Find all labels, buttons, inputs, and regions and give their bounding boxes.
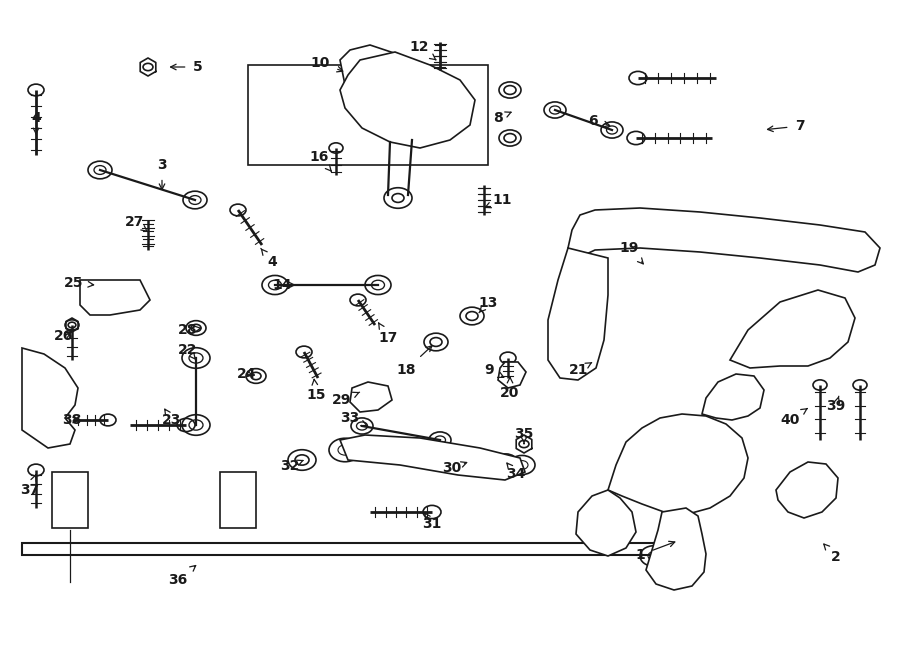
- Text: 4: 4: [261, 249, 277, 269]
- Text: 29: 29: [332, 392, 360, 407]
- Polygon shape: [776, 462, 838, 518]
- Text: 23: 23: [162, 409, 182, 427]
- Polygon shape: [340, 52, 475, 148]
- Text: 27: 27: [125, 215, 148, 231]
- Text: 15: 15: [306, 379, 326, 402]
- Polygon shape: [730, 290, 855, 368]
- Polygon shape: [80, 280, 150, 315]
- Text: 7: 7: [768, 119, 805, 133]
- Text: 5: 5: [171, 60, 202, 74]
- Text: 9: 9: [484, 363, 504, 377]
- Text: 30: 30: [443, 461, 467, 475]
- Polygon shape: [340, 45, 415, 105]
- Bar: [220, 472, 256, 528]
- Text: 40: 40: [780, 408, 807, 427]
- Polygon shape: [608, 414, 748, 514]
- Polygon shape: [498, 362, 526, 388]
- Bar: [248, 65, 488, 165]
- Bar: [22, 543, 666, 555]
- Text: 37: 37: [21, 475, 40, 497]
- Polygon shape: [576, 490, 636, 556]
- Text: 13: 13: [478, 296, 498, 313]
- Text: 6: 6: [589, 114, 609, 128]
- Text: 28: 28: [178, 323, 201, 337]
- Text: 36: 36: [168, 566, 195, 587]
- Text: 33: 33: [340, 411, 367, 426]
- Text: 8: 8: [493, 111, 511, 125]
- Text: 38: 38: [62, 413, 82, 427]
- Text: 10: 10: [310, 56, 343, 72]
- Text: 19: 19: [619, 241, 644, 264]
- Text: 2: 2: [824, 544, 841, 564]
- Text: 26: 26: [54, 329, 74, 343]
- Text: 1: 1: [635, 541, 675, 562]
- Text: 32: 32: [280, 459, 303, 473]
- Text: 18: 18: [396, 346, 432, 377]
- Text: 25: 25: [64, 276, 94, 290]
- Text: 35: 35: [514, 427, 534, 444]
- Text: 24: 24: [238, 367, 256, 381]
- Text: 17: 17: [378, 323, 398, 345]
- Polygon shape: [350, 382, 392, 412]
- Polygon shape: [646, 508, 706, 590]
- Polygon shape: [702, 374, 764, 420]
- Text: 12: 12: [410, 40, 436, 60]
- Text: 20: 20: [500, 377, 519, 400]
- Text: 3: 3: [158, 158, 166, 190]
- Text: 22: 22: [178, 343, 198, 360]
- Text: 39: 39: [826, 396, 846, 413]
- Polygon shape: [568, 208, 880, 272]
- Polygon shape: [548, 248, 608, 380]
- Text: 16: 16: [310, 150, 331, 171]
- Text: 34: 34: [507, 463, 526, 481]
- Text: 4: 4: [32, 111, 40, 134]
- Polygon shape: [22, 348, 78, 448]
- Bar: [52, 472, 88, 528]
- Text: 31: 31: [422, 513, 442, 531]
- Polygon shape: [340, 435, 525, 480]
- Text: 11: 11: [484, 193, 512, 208]
- Text: 14: 14: [272, 278, 295, 292]
- Text: 21: 21: [569, 362, 591, 377]
